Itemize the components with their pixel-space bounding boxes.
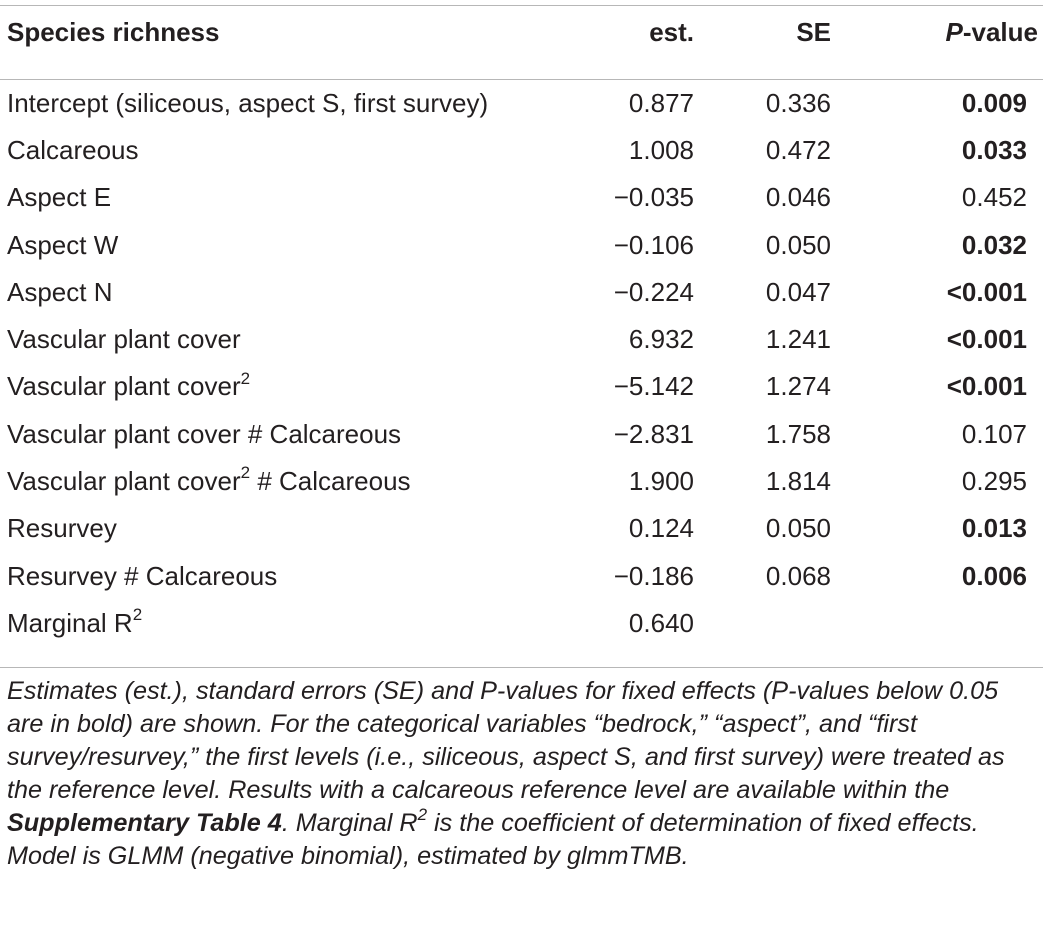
row-p-value: 0.033 <box>961 134 1027 165</box>
row-est: 6.932 <box>628 324 694 355</box>
row-label: Vascular plant cover <box>0 315 560 362</box>
row-p-value: 0.107 <box>961 418 1027 449</box>
row-label: Intercept (siliceous, aspect S, first su… <box>0 79 560 126</box>
row-est: −5.142 <box>613 371 694 402</box>
row-label-text: Aspect E <box>7 182 112 213</box>
row-se: 0.472 <box>765 134 831 165</box>
table-row: Marginal R2 0.640 <box>0 599 1043 646</box>
table-row: Resurvey 0.124 0.050 0.013 <box>0 505 1043 552</box>
results-table: Species richness est. SE P-value Interce… <box>0 17 1043 647</box>
header-rule <box>0 79 1043 80</box>
row-label-text: Resurvey # Calcareous <box>7 560 278 591</box>
header-se: SE <box>796 17 831 47</box>
row-p-value: 0.009 <box>961 87 1027 118</box>
row-p-value: 0.452 <box>961 182 1027 213</box>
row-se: 1.241 <box>765 324 831 355</box>
row-label-text: Vascular plant cover <box>7 466 241 497</box>
row-label: Calcareous <box>0 126 560 173</box>
row-p-value: <0.001 <box>946 324 1027 355</box>
row-p-value <box>855 599 1043 646</box>
row-label: Aspect W <box>0 221 560 268</box>
header-row: Species richness est. SE P-value <box>0 17 1043 67</box>
table-row: Aspect W −0.106 0.050 0.032 <box>0 221 1043 268</box>
row-est: −2.831 <box>613 418 694 449</box>
row-se: 1.274 <box>765 371 831 402</box>
row-p-value: 0.006 <box>961 560 1027 591</box>
table-row: Vascular plant cover 6.932 1.241 <0.001 <box>0 315 1043 362</box>
footnote-text-1: Estimates (est.), standard errors (SE) a… <box>7 677 1005 804</box>
table-row: Calcareous 1.008 0.472 0.033 <box>0 126 1043 173</box>
row-label: Aspect N <box>0 268 560 315</box>
row-label-superscript: 2 <box>240 463 251 483</box>
row-se: 0.046 <box>765 182 831 213</box>
row-p-value: <0.001 <box>946 276 1027 307</box>
row-est: 1.900 <box>628 466 694 497</box>
footnote-paragraph-1: Estimates (est.), standard errors (SE) a… <box>7 675 1037 840</box>
header-est: est. <box>649 17 694 47</box>
row-se: 1.758 <box>765 418 831 449</box>
row-label-text: Vascular plant cover # Calcareous <box>7 418 402 449</box>
row-label: Vascular plant cover2 # Calcareous <box>0 457 560 504</box>
row-label-text: Resurvey <box>7 513 117 544</box>
row-label: Resurvey # Calcareous <box>0 552 560 599</box>
row-est: 0.640 <box>628 607 694 638</box>
row-est: −0.224 <box>613 276 694 307</box>
row-label-superscript: 2 <box>132 605 143 625</box>
row-label: Vascular plant cover # Calcareous <box>0 410 560 457</box>
row-label-suffix: # Calcareous <box>250 466 411 497</box>
row-label: Marginal R2 <box>0 599 560 646</box>
row-label-text: Aspect N <box>7 276 113 307</box>
row-p-value: 0.013 <box>961 513 1027 544</box>
row-est: −0.035 <box>613 182 694 213</box>
footnote-text-3: is the coefficient of determination of f… <box>427 809 979 837</box>
row-est: 0.877 <box>628 87 694 118</box>
row-label-superscript: 2 <box>240 368 251 388</box>
table-footnote: Estimates (est.), standard errors (SE) a… <box>7 675 1037 873</box>
bottom-rule <box>0 667 1043 668</box>
row-se <box>700 599 855 646</box>
row-se: 1.814 <box>765 466 831 497</box>
row-label-text: Intercept (siliceous, aspect S, first su… <box>7 87 489 118</box>
header-p-italic: P <box>945 17 963 47</box>
top-rule <box>0 5 1043 6</box>
row-est: 0.124 <box>628 513 694 544</box>
table-row: Vascular plant cover # Calcareous −2.831 1… <box>0 410 1043 457</box>
header-p-value: P-value <box>855 17 1043 67</box>
table-row: Resurvey # Calcareous −0.186 0.068 0.006 <box>0 552 1043 599</box>
footnote-text-2: . Marginal R <box>281 809 418 837</box>
row-p-value: 0.295 <box>961 466 1027 497</box>
row-label-text: Vascular plant cover <box>7 371 241 402</box>
header-species-richness: Species richness <box>7 17 220 47</box>
row-se: 0.050 <box>765 513 831 544</box>
row-label-text: Vascular plant cover <box>7 324 241 355</box>
footnote-supplementary-ref: Supplementary Table 4 <box>7 809 282 837</box>
row-p-value: <0.001 <box>946 371 1027 402</box>
row-label-text: Calcareous <box>7 134 139 165</box>
row-label: Aspect E <box>0 174 560 221</box>
table-row: Vascular plant cover2 # Calcareous 1.900 1… <box>0 457 1043 504</box>
row-est: −0.106 <box>613 229 694 260</box>
table-row: Aspect E −0.035 0.046 0.452 <box>0 174 1043 221</box>
footnote-superscript: 2 <box>417 804 428 824</box>
row-se: 0.336 <box>765 87 831 118</box>
header-p-rest: -value <box>962 17 1038 47</box>
row-est: −0.186 <box>613 560 694 591</box>
row-label-text: Aspect W <box>7 229 119 260</box>
table-row: Aspect N −0.224 0.047 <0.001 <box>0 268 1043 315</box>
row-se: 0.068 <box>765 560 831 591</box>
table-row: Intercept (siliceous, aspect S, first su… <box>0 79 1043 126</box>
footnote-paragraph-2: Model is GLMM (negative binomial), estim… <box>7 842 689 870</box>
row-se: 0.050 <box>765 229 831 260</box>
row-p-value: 0.032 <box>961 229 1027 260</box>
row-label-text: Marginal R <box>7 607 133 638</box>
row-label: Resurvey <box>0 505 560 552</box>
row-est: 1.008 <box>628 134 694 165</box>
row-label: Vascular plant cover2 <box>0 363 560 410</box>
table-row: Vascular plant cover2 −5.142 1.274 <0.001 <box>0 363 1043 410</box>
row-se: 0.047 <box>765 276 831 307</box>
